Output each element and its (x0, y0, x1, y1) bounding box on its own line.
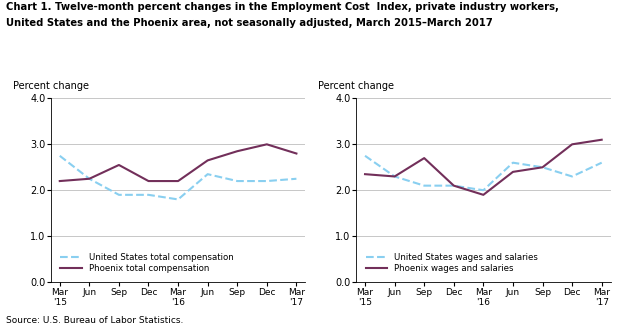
Phoenix total compensation (115, 163, 123, 167)
United States wages and salaries (569, 174, 576, 178)
Line: United States total compensation: United States total compensation (60, 156, 296, 199)
Text: Source: U.S. Bureau of Labor Statistics.: Source: U.S. Bureau of Labor Statistics. (6, 316, 184, 325)
United States total compensation (233, 179, 241, 183)
Phoenix wages and salaries (598, 138, 605, 142)
United States wages and salaries (420, 184, 428, 188)
Phoenix total compensation (263, 142, 271, 146)
Phoenix total compensation (144, 179, 152, 183)
Phoenix total compensation (204, 158, 212, 162)
United States total compensation (174, 197, 182, 201)
Phoenix wages and salaries (480, 193, 487, 197)
United States total compensation (85, 177, 93, 181)
Text: Percent change: Percent change (13, 81, 88, 91)
Phoenix wages and salaries (391, 174, 398, 178)
Phoenix total compensation (174, 179, 182, 183)
Line: Phoenix wages and salaries: Phoenix wages and salaries (365, 140, 602, 195)
Phoenix wages and salaries (361, 172, 369, 176)
Text: Chart 1. Twelve-month percent changes in the Employment Cost  Index, private ind: Chart 1. Twelve-month percent changes in… (6, 2, 559, 11)
Legend: United States total compensation, Phoenix total compensation: United States total compensation, Phoeni… (58, 250, 236, 276)
Phoenix wages and salaries (539, 165, 546, 169)
Phoenix wages and salaries (569, 142, 576, 146)
Text: Percent change: Percent change (318, 81, 394, 91)
United States total compensation (263, 179, 271, 183)
United States total compensation (56, 154, 64, 158)
United States wages and salaries (480, 188, 487, 192)
Line: United States wages and salaries: United States wages and salaries (365, 156, 602, 190)
United States total compensation (144, 193, 152, 197)
United States wages and salaries (391, 174, 398, 178)
Phoenix total compensation (233, 149, 241, 153)
Text: United States and the Phoenix area, not seasonally adjusted, March 2015–March 20: United States and the Phoenix area, not … (6, 18, 493, 28)
Legend: United States wages and salaries, Phoenix wages and salaries: United States wages and salaries, Phoeni… (363, 250, 541, 276)
United States wages and salaries (539, 165, 546, 169)
United States total compensation (293, 177, 300, 181)
Phoenix total compensation (56, 179, 64, 183)
United States total compensation (115, 193, 123, 197)
United States wages and salaries (450, 184, 457, 188)
United States wages and salaries (598, 161, 605, 165)
Phoenix wages and salaries (509, 170, 517, 174)
United States wages and salaries (361, 154, 369, 158)
United States total compensation (204, 172, 212, 176)
Phoenix wages and salaries (420, 156, 428, 160)
Phoenix total compensation (293, 152, 300, 155)
Line: Phoenix total compensation: Phoenix total compensation (60, 144, 296, 181)
Phoenix total compensation (85, 177, 93, 181)
United States wages and salaries (509, 161, 517, 165)
Phoenix wages and salaries (450, 184, 457, 188)
